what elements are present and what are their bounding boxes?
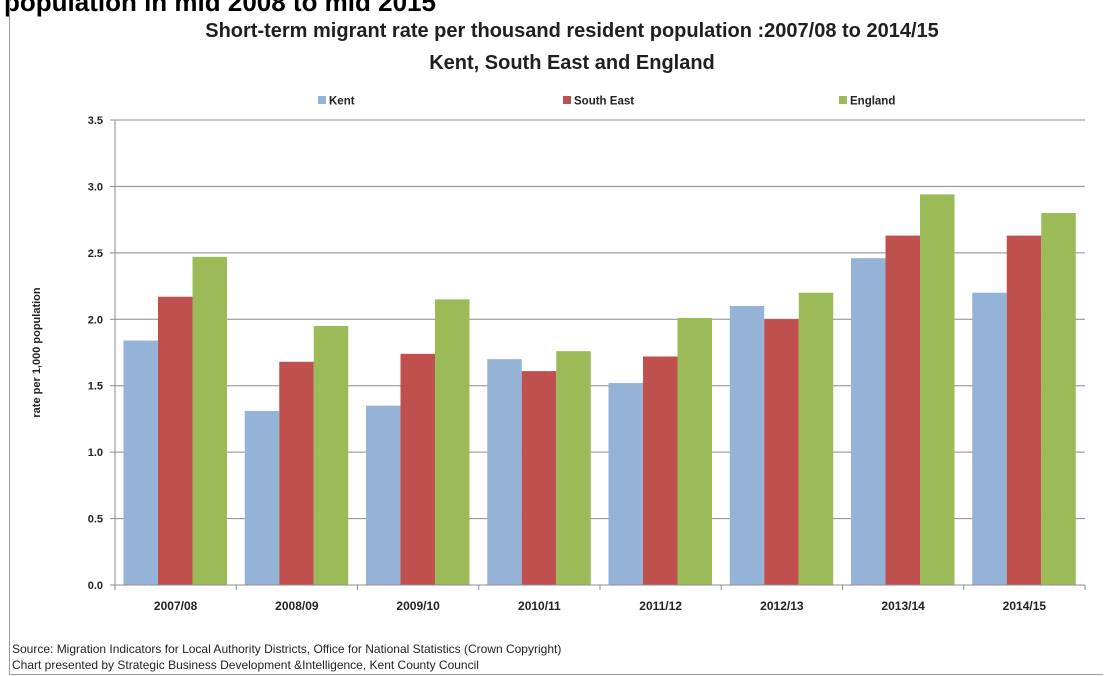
y-tick-label: 0.0 xyxy=(88,580,103,592)
bar-kent xyxy=(487,359,522,585)
y-tick-label: 2.5 xyxy=(88,248,103,260)
bar-south-east xyxy=(521,371,557,585)
bar-england xyxy=(920,194,955,585)
bar-england xyxy=(435,299,470,585)
y-tick-label: 2.0 xyxy=(88,314,103,326)
bar-south-east xyxy=(279,361,314,585)
x-tick-label: 2009/10 xyxy=(396,599,440,613)
cut-off-heading: population in mid 2008 to mid 2015 xyxy=(4,0,436,17)
bar-south-east xyxy=(885,235,920,586)
legend-swatch xyxy=(563,96,571,104)
legend-label: Kent xyxy=(329,96,355,108)
legend-swatch xyxy=(318,96,326,104)
bar-south-east xyxy=(1006,235,1042,586)
chart-frame xyxy=(9,0,1103,675)
bar-england xyxy=(313,325,349,585)
legend-label: South East xyxy=(574,96,634,108)
legend-label: England xyxy=(850,96,895,108)
x-tick-label: 2014/15 xyxy=(1003,599,1047,613)
bar-south-east xyxy=(764,319,799,585)
bar-kent xyxy=(366,405,401,585)
source-note: Source: Migration Indicators for Local A… xyxy=(12,642,562,656)
y-axis-label: rate per 1,000 population xyxy=(31,287,43,417)
bar-england xyxy=(556,351,591,585)
x-tick-label: 2011/12 xyxy=(639,599,682,613)
bar-south-east xyxy=(400,353,435,585)
y-tick-label: 1.0 xyxy=(88,447,103,459)
chart-subtitle: Kent, South East and England xyxy=(429,52,715,74)
x-tick-label: 2013/14 xyxy=(881,599,925,613)
bar-kent xyxy=(123,340,158,585)
y-tick-label: 3.5 xyxy=(88,115,103,127)
y-tick-label: 0.5 xyxy=(88,514,103,526)
x-tick-label: 2007/08 xyxy=(154,599,198,613)
bar-kent xyxy=(729,306,765,585)
bar-kent xyxy=(244,410,280,585)
bar-england xyxy=(1041,213,1076,585)
bar-england xyxy=(192,256,227,585)
bar-kent xyxy=(608,383,643,585)
bar-south-east xyxy=(158,296,193,585)
x-tick-label: 2008/09 xyxy=(275,599,319,613)
x-tick-label: 2012/13 xyxy=(760,599,804,613)
legend-swatch xyxy=(839,96,847,104)
bar-kent xyxy=(851,258,886,585)
y-tick-label: 1.5 xyxy=(88,381,103,393)
credit-note: Chart presented by Strategic Business De… xyxy=(12,658,479,672)
bar-england xyxy=(677,317,712,585)
bar-kent xyxy=(972,292,1007,585)
bar-england xyxy=(798,292,834,585)
y-tick-label: 3.0 xyxy=(88,181,103,193)
x-tick-label: 2010/11 xyxy=(518,599,561,613)
chart-title: Short-term migrant rate per thousand res… xyxy=(205,20,939,42)
bar-south-east xyxy=(643,356,678,585)
